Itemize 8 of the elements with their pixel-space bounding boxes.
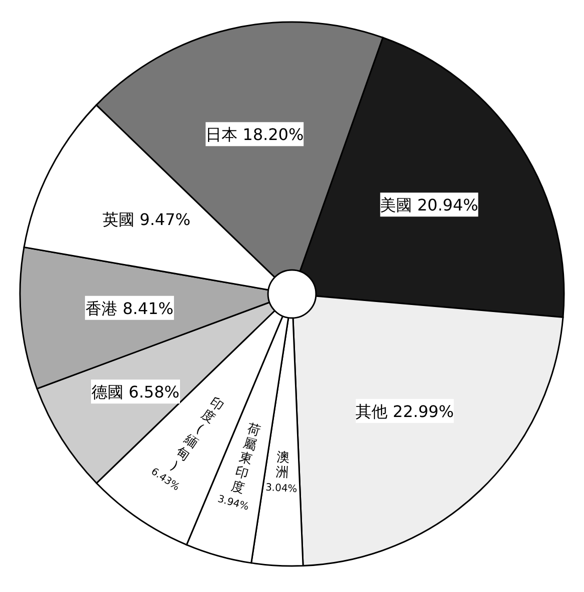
slice-label: 香港 8.41% [86,298,174,318]
slice-label: 英國 9.47% [102,210,190,230]
slice-label: 澳洲 [275,450,290,481]
data-label: 3.04% [265,482,298,496]
slice-label: 日本 18.20% [206,125,304,144]
slice-label: 德國 6.58% [92,382,180,402]
slice-label: 美國 20.94% [380,196,478,215]
slice-label: 其他 22.99% [356,402,454,421]
